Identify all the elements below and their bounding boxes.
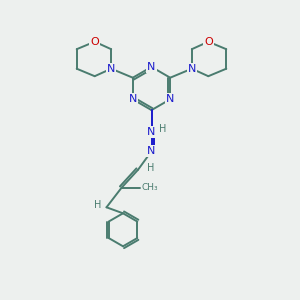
- Text: N: N: [166, 94, 174, 104]
- Text: H: H: [159, 124, 167, 134]
- Text: N: N: [129, 94, 137, 104]
- Text: H: H: [147, 163, 154, 173]
- Text: O: O: [204, 37, 213, 47]
- Text: N: N: [147, 146, 156, 156]
- Text: O: O: [90, 37, 99, 47]
- Text: CH₃: CH₃: [142, 183, 158, 192]
- Text: N: N: [188, 64, 196, 74]
- Text: N: N: [147, 62, 156, 72]
- Text: N: N: [107, 64, 116, 74]
- Text: H: H: [94, 200, 102, 210]
- Text: N: N: [147, 127, 156, 137]
